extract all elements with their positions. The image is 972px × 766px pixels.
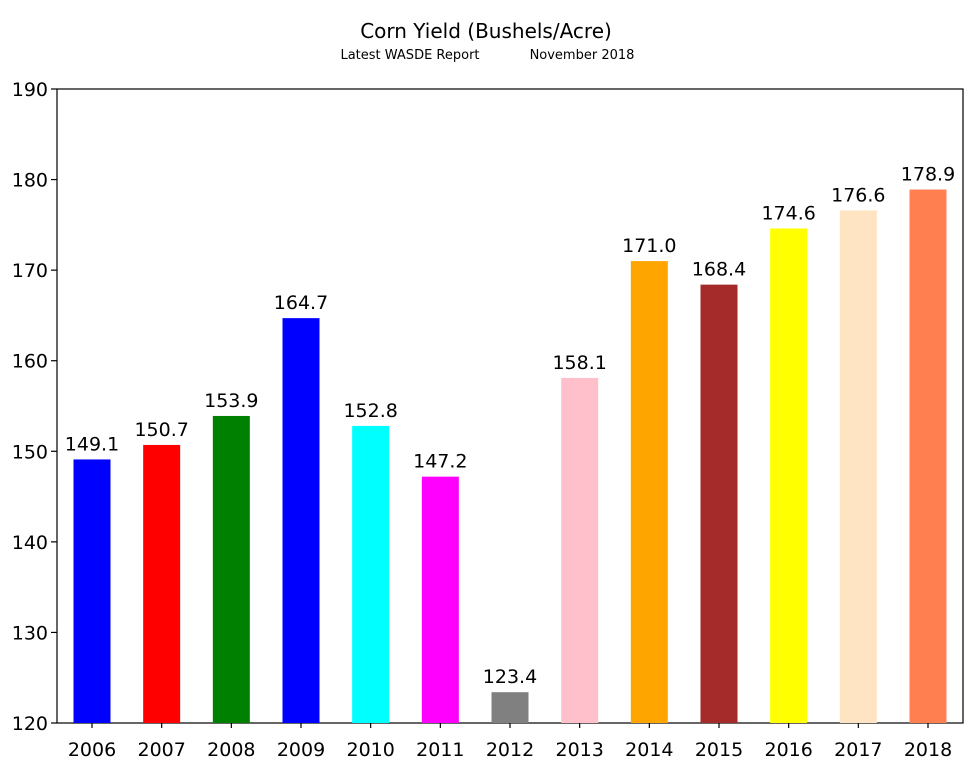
chart-title: Corn Yield (Bushels/Acre)	[360, 19, 612, 43]
x-tick-label: 2016	[764, 739, 812, 761]
bar	[143, 444, 181, 723]
bar-value-label: 123.4	[483, 666, 537, 688]
y-tick-label: 140	[12, 532, 48, 554]
bar	[352, 425, 390, 723]
x-tick-label: 2018	[904, 739, 952, 761]
bar	[630, 261, 668, 723]
y-tick-label: 130	[12, 622, 48, 644]
bar	[839, 210, 877, 723]
bar	[561, 377, 599, 723]
bar-value-label: 147.2	[413, 451, 467, 473]
bar-value-label: 171.0	[622, 235, 676, 257]
plot-area	[56, 88, 964, 724]
bar-value-label: 153.9	[204, 390, 258, 412]
bar-value-label: 174.6	[761, 202, 815, 224]
y-tick-label: 170	[12, 260, 48, 282]
x-tick-label: 2014	[625, 739, 673, 761]
bar	[700, 284, 738, 723]
y-tick-label: 180	[12, 170, 48, 192]
value-labels: 149.1 150.7 153.9 164.7 152.8 147.2 123.4 158.1…	[65, 164, 955, 689]
x-tick-label: 2008	[207, 739, 255, 761]
bar	[491, 692, 529, 723]
chart-subtitle-report: Latest WASDE Report	[340, 48, 479, 63]
bar	[212, 415, 250, 723]
bar	[909, 189, 947, 723]
y-axis: 120 130 140 150 160 170 180 190	[12, 79, 57, 735]
x-tick-label: 2010	[346, 739, 394, 761]
bar	[282, 318, 320, 723]
y-tick-label: 120	[12, 713, 48, 735]
bar-value-label: 176.6	[831, 184, 885, 206]
y-tick-label: 150	[12, 441, 48, 463]
x-tick-label: 2007	[137, 739, 185, 761]
x-tick-label: 2011	[416, 739, 464, 761]
y-tick-label: 190	[12, 79, 48, 101]
x-tick-label: 2009	[277, 739, 325, 761]
x-tick-label: 2012	[486, 739, 534, 761]
bar-value-label: 168.4	[692, 259, 746, 281]
bar-value-label: 158.1	[552, 352, 606, 374]
x-tick-label: 2015	[695, 739, 743, 761]
bar-value-label: 152.8	[343, 400, 397, 422]
x-axis: 2006 2007 2008 2009 2010 2011 2012 2013 2014 2015…	[68, 723, 952, 761]
bars	[73, 189, 947, 724]
bar-value-label: 178.9	[901, 164, 955, 186]
bar	[770, 228, 808, 724]
bar-value-label: 164.7	[274, 292, 328, 314]
x-tick-label: 2013	[555, 739, 603, 761]
chart-subtitle-date: November 2018	[530, 48, 635, 63]
x-tick-label: 2017	[834, 739, 882, 761]
bar	[421, 476, 459, 723]
bar-value-label: 149.1	[65, 433, 119, 455]
bar	[73, 459, 111, 723]
x-tick-label: 2006	[68, 739, 116, 761]
bar-value-label: 150.7	[134, 419, 188, 441]
y-tick-label: 160	[12, 351, 48, 373]
